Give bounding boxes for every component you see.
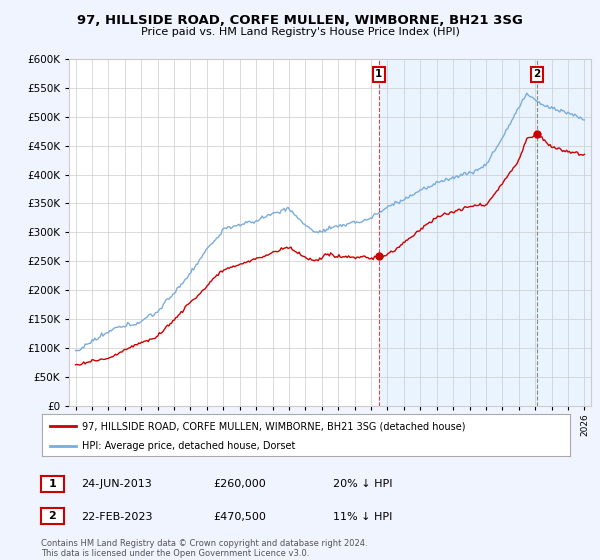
Text: £260,000: £260,000 bbox=[213, 479, 266, 489]
Text: 97, HILLSIDE ROAD, CORFE MULLEN, WIMBORNE, BH21 3SG (detached house): 97, HILLSIDE ROAD, CORFE MULLEN, WIMBORN… bbox=[82, 421, 465, 431]
Text: Contains HM Land Registry data © Crown copyright and database right 2024.
This d: Contains HM Land Registry data © Crown c… bbox=[41, 539, 367, 558]
Text: HPI: Average price, detached house, Dorset: HPI: Average price, detached house, Dors… bbox=[82, 441, 295, 451]
Text: 22-FEB-2023: 22-FEB-2023 bbox=[81, 512, 152, 522]
Text: 20% ↓ HPI: 20% ↓ HPI bbox=[333, 479, 392, 489]
Text: £470,500: £470,500 bbox=[213, 512, 266, 522]
Text: 2: 2 bbox=[49, 511, 56, 521]
Text: Price paid vs. HM Land Registry's House Price Index (HPI): Price paid vs. HM Land Registry's House … bbox=[140, 27, 460, 37]
Text: 2: 2 bbox=[533, 69, 541, 79]
Text: 1: 1 bbox=[375, 69, 382, 79]
Text: 24-JUN-2013: 24-JUN-2013 bbox=[81, 479, 152, 489]
Bar bbox=[379, 59, 600, 406]
Text: 1: 1 bbox=[49, 479, 56, 489]
Text: 11% ↓ HPI: 11% ↓ HPI bbox=[333, 512, 392, 522]
Text: 97, HILLSIDE ROAD, CORFE MULLEN, WIMBORNE, BH21 3SG: 97, HILLSIDE ROAD, CORFE MULLEN, WIMBORN… bbox=[77, 14, 523, 27]
